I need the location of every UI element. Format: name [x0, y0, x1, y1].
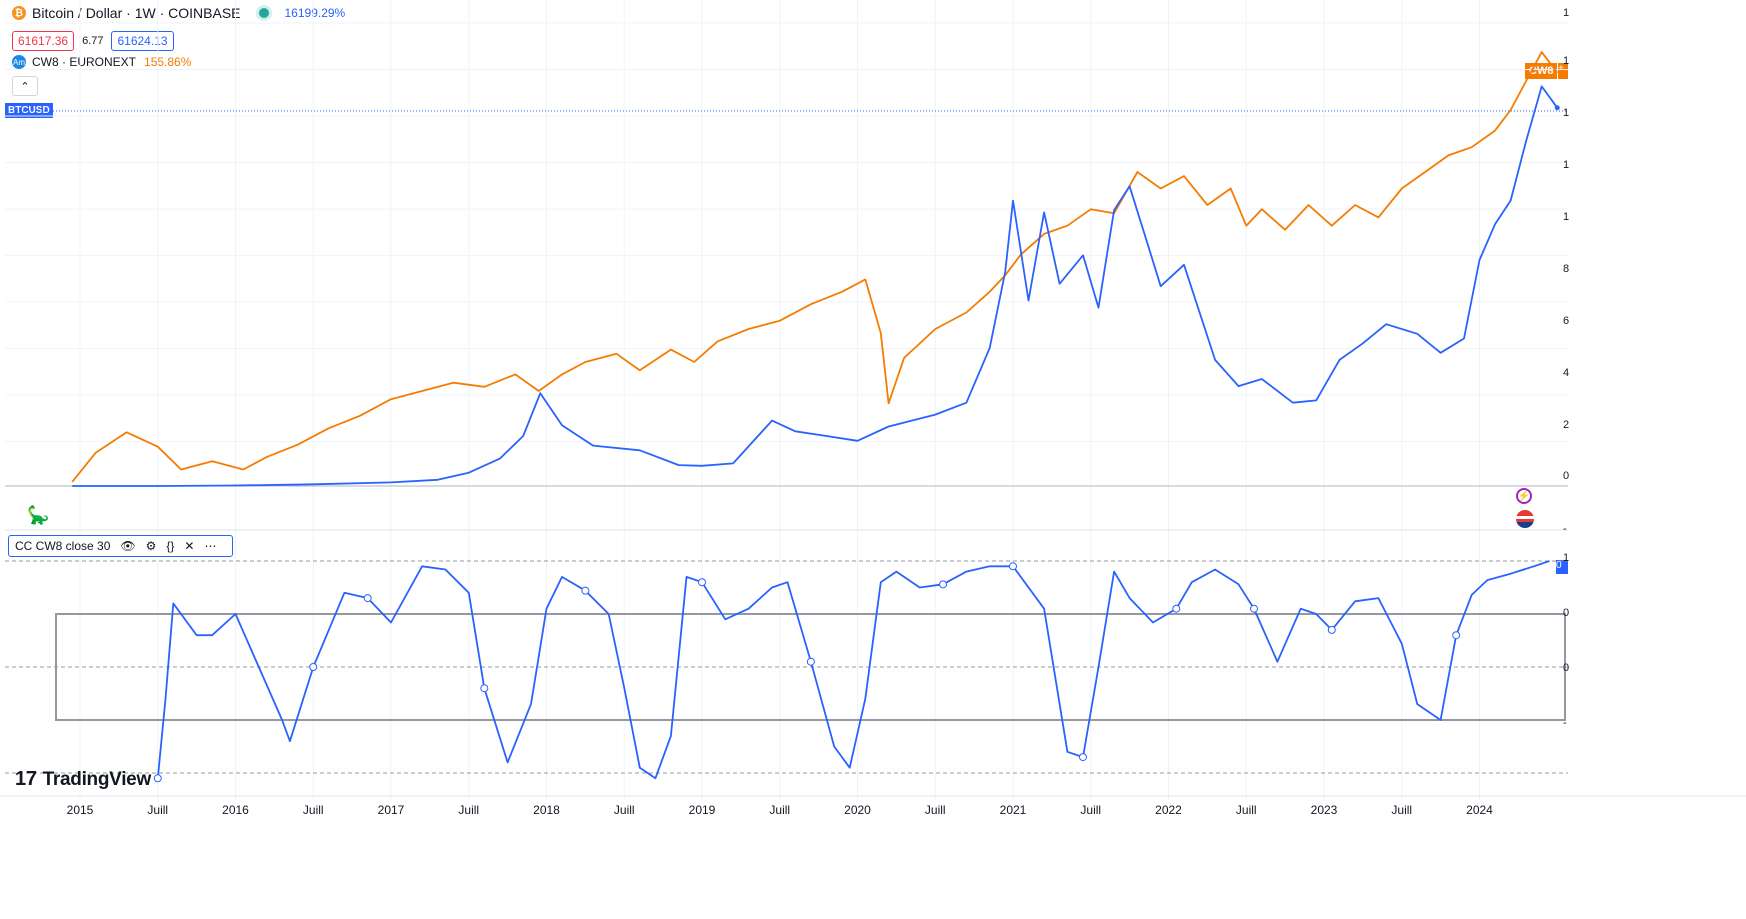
bitcoin-icon: ₿	[12, 6, 26, 20]
y-tick-label: 1	[1563, 211, 1569, 223]
market-status-icon	[258, 8, 269, 18]
source-code-icon[interactable]: {}	[166, 539, 175, 553]
amundi-icon: Am	[12, 55, 26, 69]
x-tick-label: Juill	[458, 803, 479, 817]
spread-value: 6.77	[82, 35, 104, 47]
x-tick-label: 2021	[1000, 803, 1027, 817]
btc-price-tag: BTCUSD	[5, 103, 53, 118]
x-tick-label: Juill	[1080, 803, 1101, 817]
correlation-marker	[309, 663, 318, 671]
x-tick-label: Juill	[769, 803, 790, 817]
x-tick-label: 2016	[222, 803, 249, 817]
series-line-cw8	[71, 51, 1559, 483]
settings-icon[interactable]: ⚙	[145, 539, 157, 553]
y-tick-label: 0	[1563, 607, 1569, 619]
compare-name: CW8 · EURONEXT	[32, 55, 137, 69]
correlation-marker	[363, 594, 372, 603]
more-icon[interactable]: ⋯	[204, 539, 217, 553]
correlation-marker	[1250, 604, 1259, 613]
y-tick-label: 4	[1563, 367, 1569, 379]
indicator-band-box	[55, 613, 1566, 721]
correlation-marker	[806, 657, 815, 666]
correlation-marker	[698, 578, 706, 587]
y-tick-label: 8	[1563, 263, 1569, 275]
y-tick-label: -	[1563, 717, 1567, 729]
y-tick-label: 6	[1563, 315, 1569, 327]
eye-icon[interactable]: 👁	[120, 539, 136, 553]
indicator-legend[interactable]: CC CW8 close 30 👁 ⚙ {} ✕ ⋯	[8, 535, 234, 557]
buy-price-button[interactable]: 61624.13	[111, 31, 174, 51]
y-tick-label: 1	[1563, 159, 1569, 171]
compare-legend[interactable]: Am CW8 · EURONEXT 155.86%	[12, 55, 191, 69]
us-flag-event-icon[interactable]	[1516, 510, 1534, 528]
close-icon[interactable]: ✕	[184, 539, 195, 553]
symbol-title: Bitcoin / Dollar · 1W · COINBASE	[32, 5, 241, 21]
correlation-marker	[1009, 562, 1017, 571]
x-tick-label: Juill	[303, 803, 324, 817]
x-tick-label: Juill	[925, 803, 946, 817]
compare-change-pct: 155.86%	[144, 55, 192, 69]
collapse-legend-button[interactable]: ⌃	[12, 76, 38, 96]
cw8-price-tag: CW8	[1525, 63, 1558, 79]
indicator-price-tag: 0	[1556, 560, 1568, 574]
x-tick-label: 2015	[67, 803, 94, 817]
x-tick-label: 2020	[844, 803, 871, 817]
lightning-event-icon[interactable]: ⚡	[1516, 488, 1532, 504]
y-tick-label: 0	[1563, 470, 1569, 482]
btc-last-point	[1554, 105, 1560, 111]
y-tick-label: 2	[1563, 419, 1569, 431]
correlation-marker	[153, 774, 162, 783]
correlation-marker	[1172, 604, 1181, 613]
correlation-marker	[1327, 625, 1336, 634]
tradingview-text: TradingView	[42, 768, 152, 790]
x-tick-label: 2024	[1466, 803, 1493, 817]
dinosaur-icon[interactable]: 🦕	[27, 505, 50, 525]
price-boxes: 61617.36 6.77 61624.13	[12, 31, 174, 51]
correlation-marker	[480, 684, 489, 693]
x-tick-label: Juill	[614, 803, 635, 817]
x-tick-label: 2022	[1155, 803, 1182, 817]
indicator-label: CC CW8 close 30	[15, 539, 111, 553]
tradingview-mark: 17	[15, 768, 37, 790]
series-line-correlation	[156, 560, 1550, 780]
tradingview-logo: 17 TradingView	[15, 768, 151, 791]
chevron-up-icon: ⌃	[20, 80, 30, 93]
x-tick-label: 2017	[378, 803, 405, 817]
y-tick-label: -	[1563, 523, 1567, 535]
x-tick-label: 2023	[1311, 803, 1338, 817]
sell-price-button[interactable]: 61617.36	[12, 31, 75, 51]
x-tick-label: Juill	[1236, 803, 1257, 817]
correlation-marker	[581, 586, 590, 595]
x-tick-label: 2019	[689, 803, 716, 817]
series-line-btcusd	[72, 85, 1559, 487]
symbol-legend[interactable]: ₿ Bitcoin / Dollar · 1W · COINBASE 16199…	[12, 5, 345, 21]
y-tick-label: 0	[1563, 662, 1569, 674]
correlation-marker	[1078, 753, 1087, 762]
correlation-marker	[1452, 631, 1461, 640]
y-tick-label: 1	[1563, 107, 1569, 119]
symbol-change-pct: 16199.29%	[284, 6, 346, 20]
x-tick-label: Juill	[1391, 803, 1412, 817]
correlation-marker	[939, 580, 948, 589]
x-tick-label: Juill	[147, 803, 168, 817]
x-tick-label: 2018	[533, 803, 560, 817]
y-tick-label: 1	[1563, 7, 1569, 19]
cw8-tag-plus: +	[1558, 63, 1568, 79]
